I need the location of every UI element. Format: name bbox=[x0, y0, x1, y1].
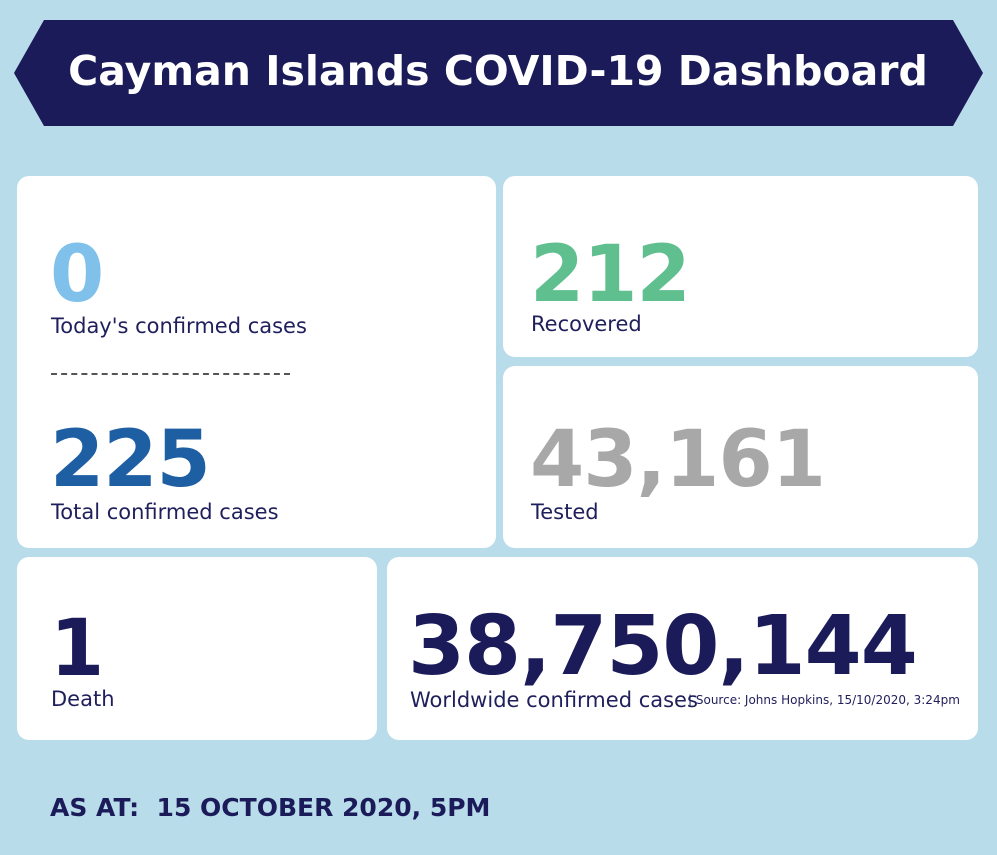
death-label: Death bbox=[51, 687, 115, 711]
recovered-value: 212 bbox=[530, 230, 691, 320]
worldwide-value: 38,750,144 bbox=[408, 599, 918, 694]
today-label: Today's confirmed cases bbox=[51, 314, 307, 338]
total-label: Total confirmed cases bbox=[51, 500, 279, 524]
banner-shape bbox=[14, 20, 983, 126]
divider bbox=[51, 373, 290, 375]
death-value: 1 bbox=[50, 604, 104, 694]
worldwide-label: Worldwide confirmed cases bbox=[410, 688, 698, 712]
banner: Cayman Islands COVID-19 Dashboard bbox=[14, 20, 983, 126]
tested-label: Tested bbox=[531, 500, 599, 524]
tested-value: 43,161 bbox=[530, 415, 826, 505]
card-death bbox=[17, 557, 377, 740]
as-at: AS AT: 15 OCTOBER 2020, 5PM bbox=[50, 793, 491, 822]
card-worldwide bbox=[387, 557, 978, 740]
card-recovered bbox=[503, 176, 978, 357]
source-note: | Source: Johns Hopkins, 15/10/2020, 3:2… bbox=[688, 693, 960, 707]
today-value: 0 bbox=[50, 230, 104, 320]
total-value: 225 bbox=[50, 415, 211, 505]
card-tested bbox=[503, 366, 978, 548]
card-cases bbox=[17, 176, 496, 548]
recovered-label: Recovered bbox=[531, 312, 642, 336]
title: Cayman Islands COVID-19 Dashboard bbox=[68, 47, 928, 95]
